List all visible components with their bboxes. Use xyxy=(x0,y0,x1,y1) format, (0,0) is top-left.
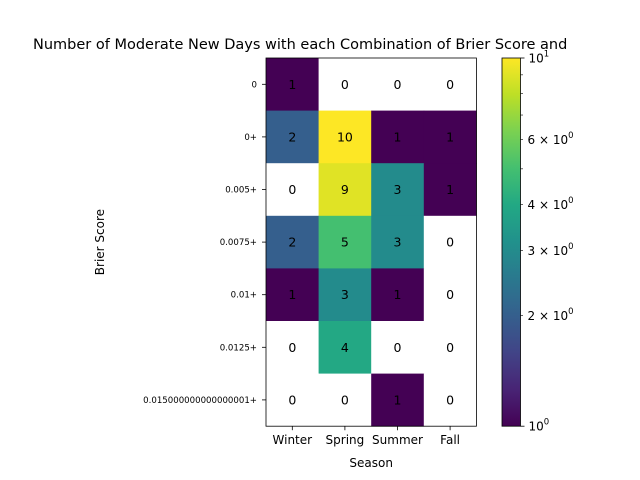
y-tick-label: 0+ xyxy=(244,133,257,143)
y-tick-label: 0.01+ xyxy=(231,291,257,301)
cell-value-label: 10 xyxy=(337,129,353,144)
cell-value-label: 1 xyxy=(394,287,402,302)
colorbar-ticks: 100 101 2 × 100 3 × 100 4 × 100 6 × 100 xyxy=(520,50,574,434)
chart-title: Number of Moderate New Days with each Co… xyxy=(33,37,567,53)
colorbar-tick-label: 4 × 100 xyxy=(528,196,574,212)
y-tick-label: 0.015000000000000001+ xyxy=(143,396,257,406)
heatmap-cell xyxy=(423,321,477,374)
cell-value-label: 1 xyxy=(394,129,402,144)
y-axis: 0 0+ 0.005+ 0.0075+ 0.01+ 0.0125+ 0.0150000000… xyxy=(143,80,266,406)
x-tick-label: Winter xyxy=(273,433,313,447)
cell-value-labels: 1 0 0 02 10 1 10 9 3 12 5 3 01 3 1 00 4 0 00 0 1 0 xyxy=(288,77,454,408)
colorbar xyxy=(501,57,521,427)
colorbar-tick-label: 101 xyxy=(529,50,550,66)
heatmap-cells xyxy=(266,58,477,427)
cell-value-label: 0 xyxy=(394,340,402,355)
heatmap-cell xyxy=(318,373,372,427)
cell-value-label: 2 xyxy=(288,235,296,250)
cell-value-label: 9 xyxy=(341,182,349,197)
cell-value-label: 1 xyxy=(446,182,454,197)
y-tick-label: 0.005+ xyxy=(225,186,257,196)
y-tick-label: 0.0125+ xyxy=(220,343,257,353)
colorbar-tick-label: 2 × 100 xyxy=(528,307,574,323)
heatmap-cell xyxy=(371,215,425,269)
heatmap-cell xyxy=(371,268,425,322)
cell-value-label: 1 xyxy=(288,77,296,92)
cell-value-label: 0 xyxy=(446,77,454,92)
heatmap-cell xyxy=(318,110,372,164)
cell-value-label: 0 xyxy=(446,392,454,407)
colorbar-tick-label: 6 × 100 xyxy=(528,131,574,147)
heatmap-cell xyxy=(266,163,319,217)
y-tick-label: 0.0075+ xyxy=(220,238,257,248)
cell-value-label: 0 xyxy=(341,392,349,407)
heatmap-cell xyxy=(266,215,319,269)
heatmap-cell xyxy=(423,58,477,111)
cell-value-label: 0 xyxy=(288,392,296,407)
heatmap-cell xyxy=(423,373,477,427)
heatmap-cell xyxy=(423,268,477,322)
heatmap-cell xyxy=(318,268,372,322)
cell-value-label: 0 xyxy=(446,340,454,355)
cell-value-label: 0 xyxy=(288,182,296,197)
heatmap-cell xyxy=(423,163,477,217)
cell-value-label: 1 xyxy=(394,392,402,407)
y-axis-label: Brier Score xyxy=(93,209,107,275)
heatmap-cell xyxy=(318,163,372,217)
heatmap-cell xyxy=(371,58,425,111)
heatmap-cell xyxy=(318,215,372,269)
heatmap-cell xyxy=(318,321,372,374)
y-tick-label: 0 xyxy=(252,80,257,90)
heatmap-cell xyxy=(371,110,425,164)
heatmap-cell xyxy=(266,268,319,322)
x-axis-label: Season xyxy=(349,456,393,470)
heatmap-cell xyxy=(423,215,477,269)
cell-value-label: 0 xyxy=(446,287,454,302)
heatmap-cell xyxy=(266,373,319,427)
cell-value-label: 3 xyxy=(394,182,402,197)
cell-value-label: 4 xyxy=(341,340,349,355)
cell-value-label: 0 xyxy=(288,340,296,355)
heatmap-cell xyxy=(371,163,425,217)
x-tick-label: Summer xyxy=(372,433,423,447)
heatmap-cell xyxy=(266,321,319,374)
x-tick-label: Fall xyxy=(440,433,460,447)
colorbar-tick-label: 100 xyxy=(529,418,550,434)
x-axis: Winter Spring Summer Fall xyxy=(273,426,460,447)
x-tick-label: Spring xyxy=(326,433,365,447)
cell-value-label: 2 xyxy=(288,129,296,144)
cell-value-label: 1 xyxy=(288,287,296,302)
heatmap-cell xyxy=(266,58,319,111)
heatmap-cell xyxy=(371,321,425,374)
cell-value-label: 0 xyxy=(394,77,402,92)
colorbar-tick-label: 3 × 100 xyxy=(528,242,574,258)
cell-value-label: 3 xyxy=(341,287,349,302)
heatmap-cell xyxy=(318,58,372,111)
cell-value-label: 0 xyxy=(341,77,349,92)
heatmap-cell xyxy=(266,110,319,164)
heatmap-cell xyxy=(423,110,477,164)
heatmap-cell xyxy=(371,373,425,427)
cell-value-label: 1 xyxy=(446,129,454,144)
cell-value-label: 0 xyxy=(446,235,454,250)
cell-value-label: 3 xyxy=(394,235,402,250)
cell-value-label: 5 xyxy=(341,235,349,250)
